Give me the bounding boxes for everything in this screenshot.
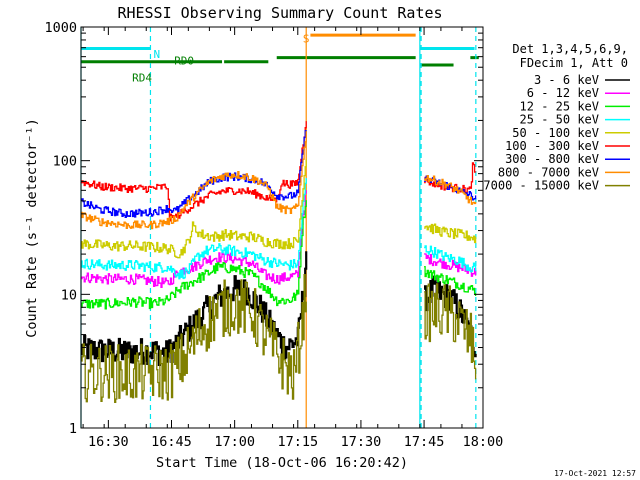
series-line-3-1: [424, 245, 477, 273]
flag-bars: [81, 33, 479, 67]
legend-label-2: 12 - 25 keV: [520, 99, 599, 113]
legend-label-3: 25 - 50 keV: [520, 113, 599, 127]
legend-label-6: 300 - 800 keV: [505, 152, 599, 166]
y-tick-label-3: 1000: [44, 20, 77, 36]
x-tick-label-1: 16:45: [151, 434, 192, 450]
legend-label-7: 800 - 7000 keV: [498, 165, 599, 179]
legend-header-line-1: Det 1,3,4,5,6,9,: [512, 42, 628, 56]
footer-date: 17-Oct-2021 12:57: [554, 469, 636, 478]
series-line-3-0: [81, 178, 307, 280]
y-axis: 1 10 100 1000: [44, 20, 483, 437]
x-tick-label-4: 17:30: [341, 434, 382, 450]
plot-frame: [80, 26, 484, 429]
y-tick-label-2: 100: [53, 154, 77, 170]
series-line-4-1: [424, 223, 477, 244]
plot-area: 16:30 16:45 17:00 17:15 17:30 17:45 18:00 1101…: [44, 20, 503, 450]
x-tick-label-2: 17:00: [214, 434, 255, 450]
x-tick-label-0: 16:30: [88, 434, 129, 450]
x-axis-label: Start Time (18-Oct-06 16:20:42): [156, 455, 408, 471]
series-line-1-0: [81, 190, 307, 288]
series-line-4-0: [81, 159, 307, 259]
chart-title: RHESSI Observing Summary Count Rates: [117, 4, 442, 22]
flag-label-0: N: [153, 48, 160, 61]
x-tick-label-6: 18:00: [463, 434, 504, 450]
x-tick-label-5: 17:45: [404, 434, 445, 450]
legend: Det 1,3,4,5,6,9, FDecim 1, Att 0 3 - 6 k…: [483, 42, 630, 193]
legend-label-4: 50 - 100 keV: [512, 126, 599, 140]
flag-label-1: RD4: [132, 71, 152, 84]
series-line-2-1: [424, 266, 477, 296]
legend-label-5: 100 - 300 keV: [505, 139, 599, 153]
series-line-7-0: [81, 131, 307, 230]
y-axis-label: Count Rate (s⁻¹ detector⁻¹): [24, 118, 40, 337]
legend-header-line-2: FDecim 1, Att 0: [520, 56, 628, 70]
series-line-5-0: [81, 121, 307, 222]
series-line-8-1: [424, 283, 477, 380]
y-tick-label-0: 1: [69, 421, 77, 437]
flag-label-2: RD0: [174, 55, 194, 68]
x-tick-label-3: 17:15: [277, 434, 318, 450]
series-line-8-0: [81, 273, 307, 403]
legend-label-0: 3 - 6 keV: [534, 73, 599, 87]
flag-label-3: S: [303, 33, 310, 46]
y-tick-label-1: 10: [61, 287, 77, 303]
legend-label-1: 6 - 12 keV: [527, 86, 599, 100]
series-lines: [81, 121, 477, 403]
series-line-1-1: [424, 253, 477, 277]
legend-label-8: 7000 - 15000 keV: [483, 179, 599, 193]
x-axis: 16:30 16:45 17:00 17:15 17:30 17:45 18:00: [82, 27, 504, 450]
series-line-7-1: [424, 175, 477, 205]
series-line-2-0: [81, 200, 307, 310]
